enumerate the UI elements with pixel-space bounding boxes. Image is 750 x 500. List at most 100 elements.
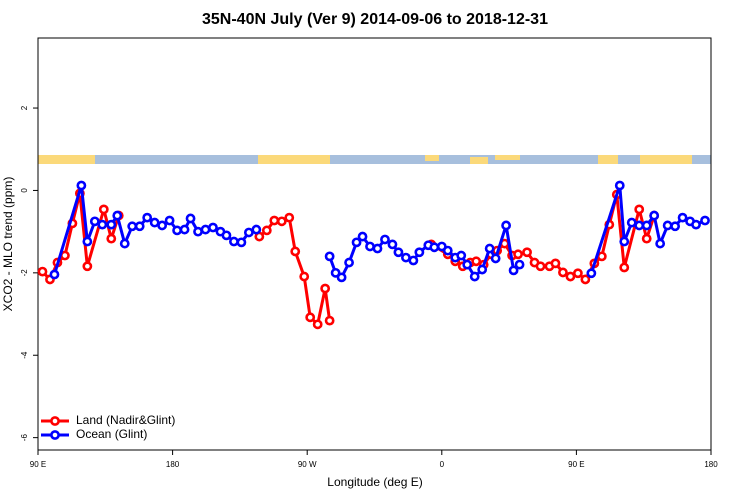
point (251, 224, 262, 235)
point (456, 250, 467, 261)
point (490, 253, 501, 264)
point (558, 267, 568, 278)
point (471, 256, 482, 267)
point (535, 261, 546, 272)
point (82, 236, 93, 247)
chart-title: 35N-40N July (Ver 9) 2014-09-06 to 2018-… (202, 11, 548, 28)
point (634, 204, 645, 215)
point (414, 247, 425, 258)
point (501, 220, 512, 231)
x-tick-label: 180 (704, 460, 718, 469)
x-tick-label: 90 E (30, 460, 46, 469)
point (299, 271, 310, 282)
y-tick-label: 0 (20, 188, 29, 193)
point (641, 220, 652, 231)
x-tick-label: 90 W (298, 460, 317, 469)
point (508, 265, 519, 276)
point (179, 224, 190, 235)
point (372, 243, 383, 254)
point (691, 219, 701, 230)
point (290, 246, 301, 257)
point (619, 262, 630, 273)
point (208, 222, 218, 233)
point (142, 212, 153, 223)
point (408, 255, 419, 266)
point (641, 233, 652, 244)
y-tick-label: -4 (20, 351, 29, 359)
point (236, 237, 247, 248)
point (330, 267, 341, 278)
point (619, 236, 630, 247)
point (550, 258, 561, 269)
point (572, 268, 583, 279)
point (106, 233, 117, 244)
plot-frame (37, 37, 712, 451)
point (477, 264, 488, 275)
point (670, 221, 681, 232)
y-tick-label: -6 (20, 434, 29, 442)
point (269, 215, 280, 226)
point (305, 312, 316, 323)
point (634, 220, 645, 231)
point (351, 237, 362, 248)
point (164, 215, 175, 226)
point (662, 220, 673, 231)
point (469, 271, 480, 282)
point (429, 242, 440, 253)
point (677, 212, 688, 223)
x-tick-label: 0 (440, 460, 445, 469)
y-tick-label: -2 (20, 269, 29, 277)
point (119, 238, 130, 249)
point (614, 180, 625, 191)
point (580, 274, 591, 285)
legend-label: Ocean (Glint) (76, 427, 147, 441)
point (89, 216, 100, 227)
point (106, 219, 117, 230)
point (522, 247, 532, 258)
y-axis-title: XCO2 - MLO trend (ppm) (1, 177, 15, 312)
point (261, 225, 272, 236)
legend-marker (50, 416, 60, 426)
point (514, 259, 525, 270)
land-ocean-strip (38, 155, 711, 164)
legend-marker (50, 430, 60, 440)
point (401, 252, 411, 263)
point (284, 212, 295, 223)
point (649, 210, 660, 221)
point (112, 210, 123, 221)
point (229, 236, 239, 247)
point (243, 227, 254, 238)
point (462, 259, 473, 270)
point (98, 204, 109, 215)
point (157, 220, 168, 231)
point (149, 217, 160, 228)
point (185, 213, 196, 224)
point (134, 221, 145, 232)
point (336, 272, 347, 283)
point (172, 225, 182, 236)
point (82, 261, 93, 272)
point (393, 247, 404, 258)
point (127, 221, 138, 232)
point (76, 180, 87, 191)
point (357, 231, 368, 242)
point (513, 249, 523, 260)
point (700, 215, 710, 226)
point (365, 241, 375, 252)
legend-label: Land (Nadir&Glint) (76, 413, 175, 427)
point (655, 238, 666, 249)
point (320, 283, 331, 294)
point (193, 226, 203, 237)
point (596, 251, 607, 262)
point (484, 243, 495, 254)
point (387, 239, 398, 250)
point (380, 234, 390, 245)
point (312, 319, 323, 330)
point (37, 266, 48, 277)
point (344, 257, 354, 268)
point (626, 217, 637, 228)
point (586, 268, 597, 279)
x-tick-label: 90 E (568, 460, 584, 469)
x-axis-title: Longitude (deg E) (327, 475, 422, 489)
